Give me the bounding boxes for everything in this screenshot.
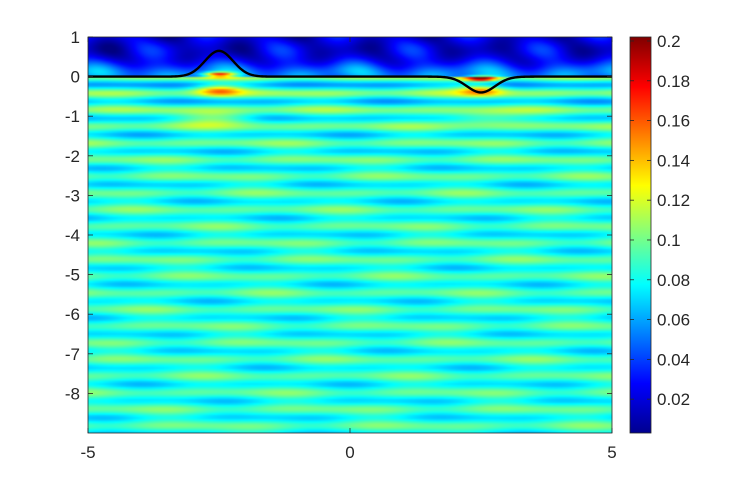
y-axis: 1 0 -1 -2 -3 -4 -5 -6 -7 -8 — [65, 28, 612, 403]
colorbar-tick-label: 0.16 — [657, 112, 690, 131]
y-tick-label: -4 — [65, 226, 80, 245]
colorbar-tick-label: 0.04 — [657, 350, 690, 369]
colorbar-tick-label: 0.06 — [657, 311, 690, 330]
x-axis: -5 0 5 — [80, 37, 617, 462]
colorbar-tick-label: 0.14 — [657, 151, 690, 170]
y-tick-label: 0 — [71, 68, 80, 87]
x-tick-label: 5 — [607, 443, 616, 462]
colorbar-tick-label: 0.18 — [657, 72, 690, 91]
y-tick-label: -6 — [65, 305, 80, 324]
plot-area — [87, 36, 613, 434]
heatmap-image — [88, 37, 612, 433]
colorbar-tick-label: 0.1 — [657, 231, 681, 250]
colorbar-tick-label: 0.08 — [657, 271, 690, 290]
y-tick-label: -3 — [65, 186, 80, 205]
y-tick-label: -2 — [65, 147, 80, 166]
colorbar-tick-label: 0.12 — [657, 191, 690, 210]
y-tick-label: -1 — [65, 107, 80, 126]
x-tick-label: 0 — [345, 443, 354, 462]
y-tick-label: -7 — [65, 345, 80, 364]
colorbar: 0.02 0.04 0.06 0.08 0.1 0.12 0.14 0.16 0.18 0.2 — [629, 32, 690, 434]
y-tick-label: -8 — [65, 384, 80, 403]
interface-curve — [88, 49, 612, 94]
y-tick-label: -5 — [65, 266, 80, 285]
colorbar-ticks: 0.02 0.04 0.06 0.08 0.1 0.12 0.14 0.16 0.18 0.2 — [630, 32, 690, 409]
y-tick-label: 1 — [71, 28, 80, 47]
x-tick-label: -5 — [80, 443, 95, 462]
colorbar-tick-label: 0.2 — [657, 32, 681, 51]
colorbar-gradient — [629, 36, 652, 434]
colorbar-tick-label: 0.02 — [657, 390, 690, 409]
